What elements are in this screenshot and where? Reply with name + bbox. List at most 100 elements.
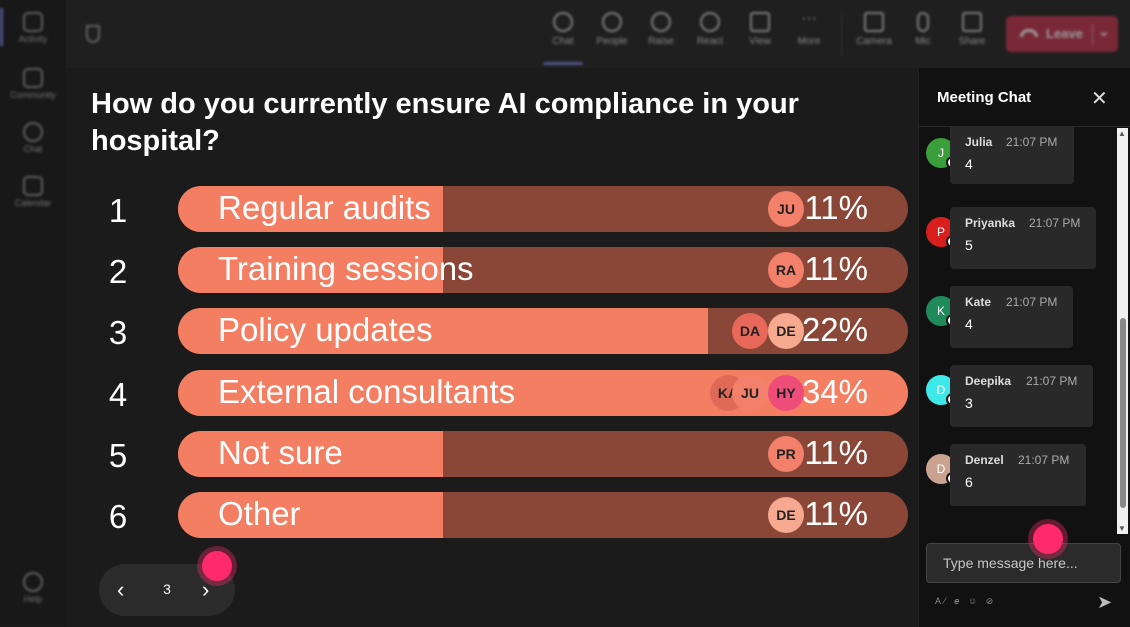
option-percentage: 11% [804,189,868,226]
option-bar[interactable]: External consultants HY JU KA 34% [178,369,908,416]
smiley-icon [700,12,720,32]
option-number: 6 [108,498,128,535]
chevron-right-icon[interactable]: › [202,577,210,602]
shield-icon [86,25,100,43]
option-bar-fill [178,492,443,538]
option-label: Training sessions [218,250,474,288]
app-rail: Activity Community Chat Calendar Help [0,0,67,627]
chat-message: Deepika 21:07 PM 3 [950,365,1093,427]
view-button[interactable]: View [738,12,782,47]
message-time: 21:07 PM [1029,216,1081,230]
voter-avatar: DE [768,497,804,533]
bell-icon [23,12,43,32]
option-number: 5 [108,436,128,474]
option-bar-fill [178,430,443,477]
scrollbar-thumb[interactable] [1120,318,1126,508]
raise-hand-button[interactable]: Raise [639,12,683,47]
hand-icon [651,12,671,32]
option-number: 4 [108,375,128,413]
option-number: 1 [108,192,128,229]
message-text: 6 [965,474,973,490]
share-icon [962,12,982,32]
chat-icon [553,12,573,32]
poll-option-row: 3 Policy updates DE DA 22% [91,308,909,355]
poll-option-row: 5 Not sure PR 11% [91,430,909,477]
option-percentage: 22% [801,311,868,349]
chevron-left-icon[interactable]: ‹ [117,577,125,602]
voter-avatar: HY [768,374,804,411]
chevron-down-icon[interactable]: ⌄ [1098,23,1110,39]
scroll-up-arrow[interactable]: ▲ [1118,129,1126,138]
format-toolbar-icons[interactable]: A⁄ 𝘦 ☺ ⊘ [935,596,997,606]
message-time: 21:07 PM [1026,374,1078,388]
close-icon[interactable]: ✕ [1091,88,1108,110]
message-text: 3 [965,395,973,411]
sender-name: Deepika [965,374,1012,388]
voter-avatars: RA [768,252,804,289]
page-number: 3 [163,581,171,597]
rail-item-activity[interactable]: Activity [0,12,66,44]
message-text: 5 [965,237,973,253]
people-button[interactable]: People [590,12,634,47]
toolbar-divider [841,14,842,56]
more-button[interactable]: ··· More [797,10,821,48]
help-icon [23,572,43,592]
option-number: 2 [108,253,128,291]
message-text: 4 [965,316,973,332]
meeting-toolbar: Chat People Raise React View ··· More Cam… [66,0,1130,69]
active-indicator [0,8,3,46]
chat-header: Meeting Chat ✕ [919,68,1130,127]
option-label: External consultants [218,372,516,410]
message-time: 21:07 PM [1006,295,1058,309]
sender-name: Julia [965,135,993,149]
grid-icon [750,12,770,32]
rail-item-community[interactable]: Community [0,68,66,100]
rail-item-chat[interactable]: Chat [0,122,66,154]
option-bar-fill [178,186,443,232]
sender-name: Kate [965,295,992,309]
sender-name: Denzel [965,453,1004,467]
option-bar[interactable]: Training sessions RA 11% [178,247,908,294]
option-bar[interactable]: Regular audits JU 11% [178,186,908,232]
leave-divider [1092,24,1093,44]
option-label: Other [218,495,301,532]
rail-item-help[interactable]: Help [0,572,66,604]
option-bar[interactable]: Not sure PR 11% [178,430,908,477]
chat-icon [23,122,43,142]
option-bar[interactable]: Other DE 11% [178,492,908,538]
voter-avatar: RA [768,252,804,289]
option-percentage: 11% [804,495,868,532]
camera-button[interactable]: Camera [852,12,896,47]
share-button[interactable]: Share [950,12,994,47]
rail-item-calendar[interactable]: Calendar [0,176,66,208]
chat-message-input[interactable] [926,543,1121,583]
voter-avatar: JU [768,191,804,227]
sender-name: Priyanka [965,216,1016,230]
chat-scrollbar[interactable]: ▲ ▼ [1117,128,1128,534]
leave-button[interactable]: Leave ⌄ [1006,16,1118,52]
voter-avatars: HY JU KA [710,374,804,411]
voter-avatar: JU [732,374,768,411]
more-icon: ··· [801,10,817,27]
option-percentage: 11% [804,433,868,471]
chat-active-underline [543,62,583,65]
message-time: 21:07 PM [1006,135,1058,149]
scroll-down-arrow[interactable]: ▼ [1118,524,1126,533]
send-icon[interactable]: ➤ [1097,592,1113,612]
react-button[interactable]: React [688,12,732,47]
chat-message: Kate 21:07 PM 4 [950,286,1073,348]
message-time: 21:07 PM [1018,453,1070,467]
voter-avatars: DE [768,497,804,533]
voter-avatars: DE DA [732,313,804,350]
calendar-icon [23,176,43,196]
chat-button[interactable]: Chat [541,12,585,47]
poll-question: How do you currently ensure AI complianc… [91,88,799,157]
option-bar[interactable]: Policy updates DE DA 22% [178,308,908,355]
voter-avatars: PR [768,435,804,472]
message-text: 4 [965,156,973,172]
meeting-chat-panel: Meeting Chat ✕ J Julia 21:07 PM 4 P Priyank… [918,68,1130,627]
option-label: Regular audits [218,189,431,226]
poll-option-row: 2 Training sessions RA 11% [91,247,909,294]
mic-button[interactable]: Mic [901,12,945,47]
click-marker [1033,524,1063,554]
